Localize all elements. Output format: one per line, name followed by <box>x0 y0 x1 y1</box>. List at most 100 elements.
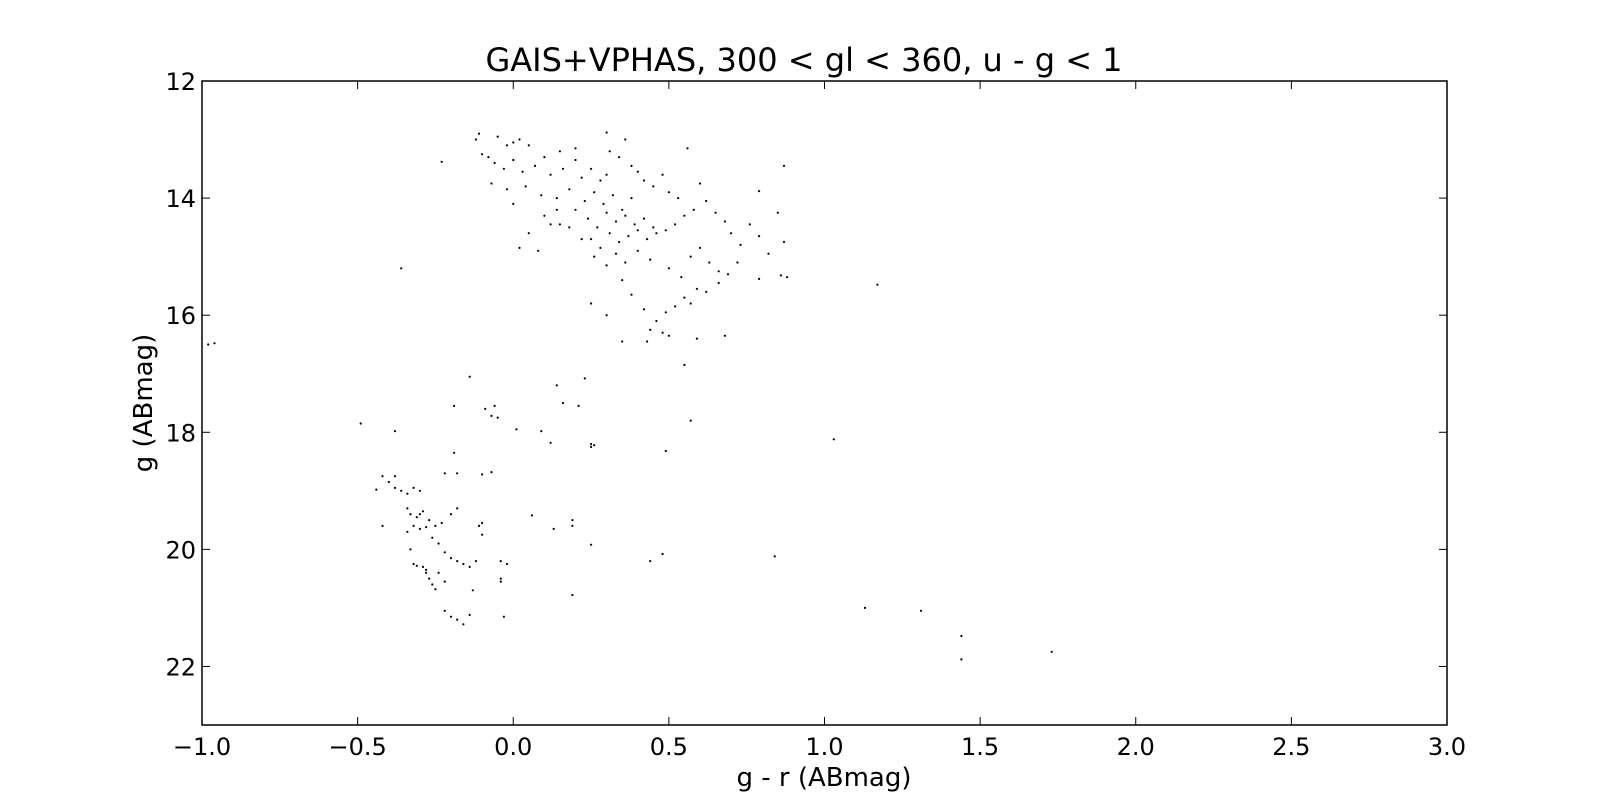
data-point <box>652 185 655 188</box>
data-point <box>443 580 446 583</box>
data-point <box>723 220 727 223</box>
data-point <box>453 451 456 454</box>
data-point <box>608 150 611 153</box>
data-point <box>605 173 608 176</box>
data-point <box>571 524 574 528</box>
y-tick-label: 14 <box>165 185 196 213</box>
data-point <box>533 164 537 167</box>
data-point <box>708 261 711 264</box>
data-point <box>555 384 558 387</box>
data-point <box>425 568 428 572</box>
data-point <box>521 170 524 173</box>
data-point <box>561 401 565 405</box>
data-point <box>558 150 562 153</box>
data-point <box>493 161 496 165</box>
data-point <box>655 232 658 235</box>
data-point <box>415 564 418 567</box>
data-point <box>471 589 474 592</box>
data-point <box>512 158 515 162</box>
data-point <box>717 270 720 273</box>
data-point <box>689 419 692 422</box>
data-point <box>655 319 658 323</box>
data-point <box>689 302 692 305</box>
data-point <box>863 606 867 610</box>
x-tick-label: 1.5 <box>961 733 999 761</box>
data-point <box>586 217 590 220</box>
data-point <box>580 238 583 241</box>
data-point <box>415 516 418 519</box>
data-point <box>477 132 481 135</box>
data-point <box>739 243 742 246</box>
data-point <box>642 308 646 311</box>
data-point <box>674 305 677 308</box>
data-point <box>664 229 667 232</box>
data-point <box>477 524 481 528</box>
data-point <box>468 565 471 569</box>
data-point <box>561 167 565 170</box>
data-point <box>677 197 680 200</box>
data-point <box>462 562 465 566</box>
data-point <box>630 293 633 296</box>
data-point <box>440 521 443 525</box>
data-point <box>705 199 708 203</box>
data-point <box>695 287 699 290</box>
data-point <box>919 609 923 612</box>
data-point <box>574 208 577 211</box>
data-point <box>518 138 521 141</box>
data-point <box>518 246 521 249</box>
data-point <box>683 296 686 299</box>
data-point <box>484 407 487 410</box>
data-point <box>555 197 558 200</box>
data-point <box>443 609 446 612</box>
data-point <box>421 565 425 569</box>
data-point <box>568 226 571 229</box>
data-point <box>387 480 390 484</box>
data-point <box>549 223 552 226</box>
data-point <box>409 513 412 516</box>
data-point <box>674 223 677 226</box>
data-point <box>633 223 636 226</box>
data-point <box>443 472 446 475</box>
data-point <box>583 199 586 203</box>
data-point <box>1050 650 1053 653</box>
x-tick-label: 3.0 <box>1428 733 1466 761</box>
data-point <box>431 536 434 539</box>
data-point <box>549 173 552 176</box>
data-point <box>400 489 403 492</box>
data-point <box>705 290 708 293</box>
data-point <box>213 342 216 345</box>
data-point <box>425 571 428 574</box>
data-point <box>558 223 562 226</box>
data-point <box>636 170 639 173</box>
data-point <box>505 562 509 566</box>
data-point <box>505 144 509 147</box>
data-point <box>590 445 593 448</box>
data-point <box>552 527 555 531</box>
y-tick-label: 18 <box>165 419 196 447</box>
data-point <box>449 557 453 560</box>
data-point <box>593 191 596 194</box>
data-point <box>449 615 453 618</box>
data-point <box>481 533 484 536</box>
data-point <box>527 232 530 235</box>
y-tick-label: 16 <box>165 302 196 330</box>
data-point <box>646 340 649 343</box>
data-point <box>537 249 540 252</box>
data-point <box>359 422 362 425</box>
data-point <box>375 488 378 491</box>
data-point <box>493 404 496 407</box>
data-point <box>425 526 428 529</box>
chart-title: GAIS+VPHAS, 300 < gl < 360, u - g < 1 <box>485 41 1122 79</box>
data-point <box>767 252 770 255</box>
data-point <box>624 138 627 141</box>
data-point <box>621 208 624 211</box>
y-tick-label: 12 <box>165 68 196 96</box>
data-point <box>549 441 552 444</box>
data-point <box>960 658 963 661</box>
data-point <box>636 229 639 232</box>
data-point <box>406 492 409 495</box>
data-point <box>574 158 577 162</box>
data-point <box>524 185 527 188</box>
